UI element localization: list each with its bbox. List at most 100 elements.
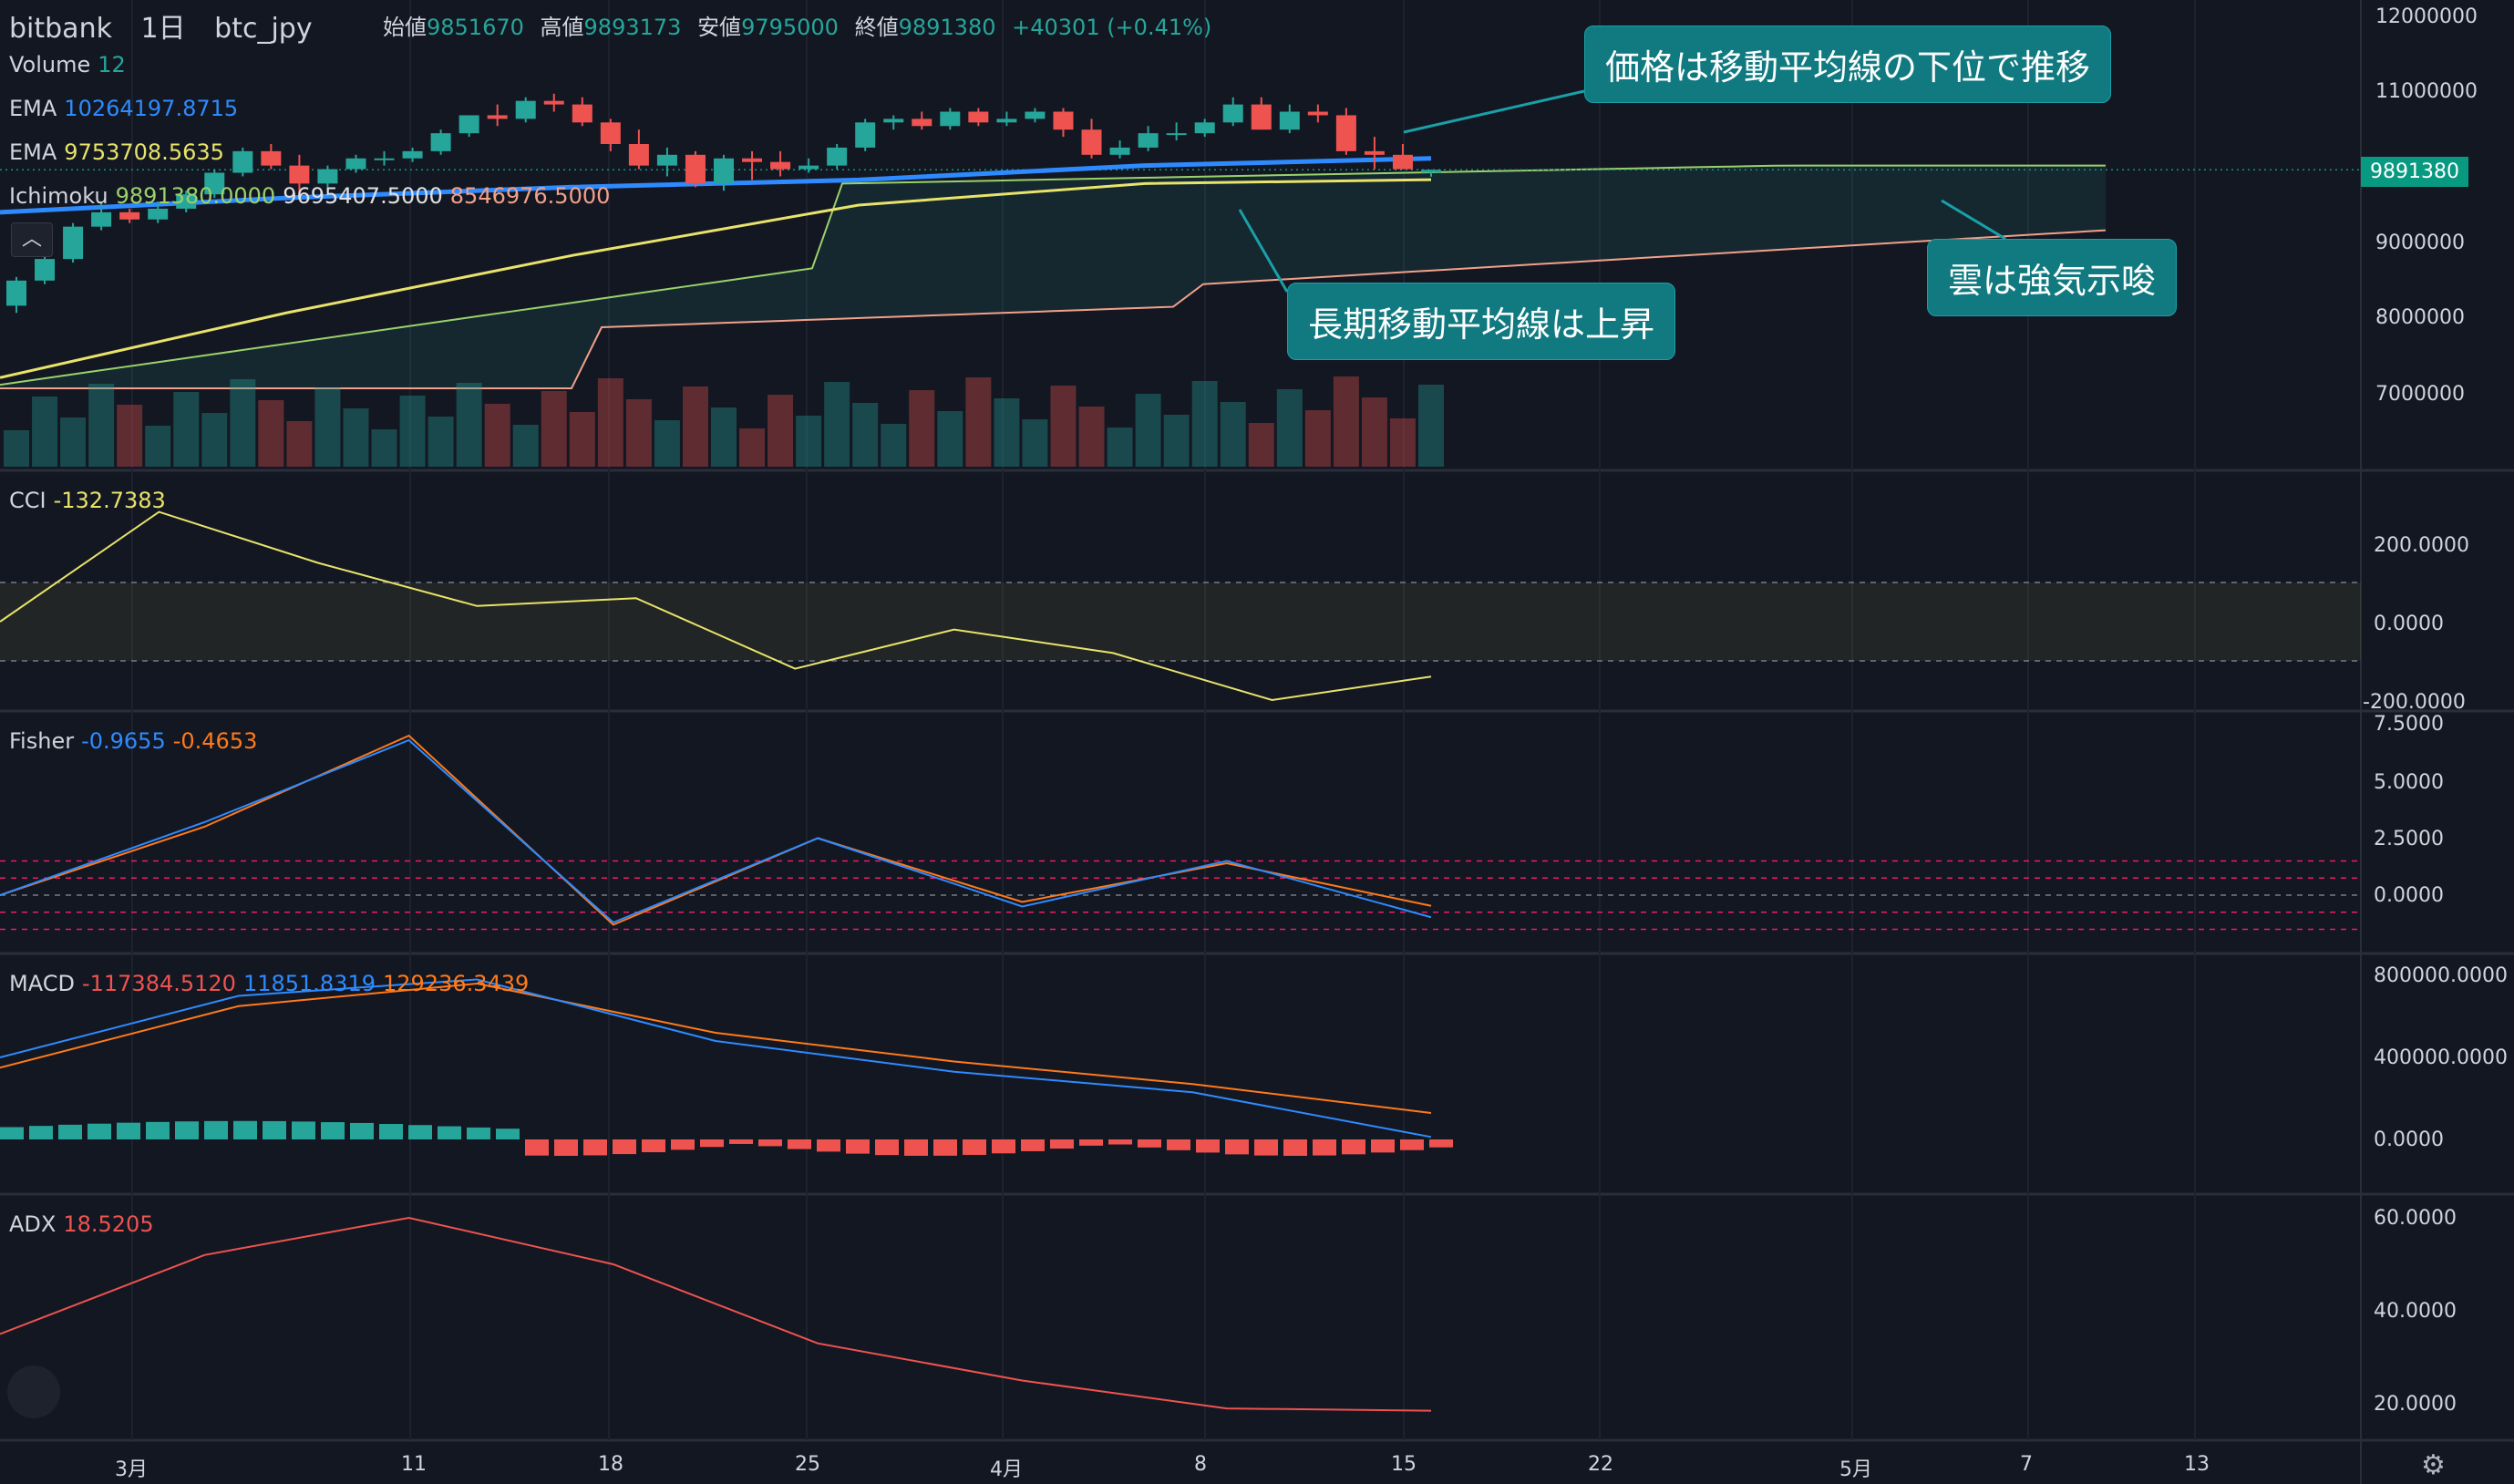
price-tick: 7000000 <box>2375 383 2465 406</box>
candle-body <box>912 119 932 127</box>
macd-histogram-bar <box>29 1126 53 1139</box>
candle-body <box>855 122 876 148</box>
volume-bar <box>994 398 1020 467</box>
candle-body <box>1335 115 1356 151</box>
time-tick: 18 <box>598 1453 623 1476</box>
annotation-below-ma[interactable]: 価格は移動平均線の下位で推移 <box>1584 26 2112 103</box>
candle-body <box>685 154 706 184</box>
annotation-pointer <box>1941 199 2006 241</box>
ema-fast-label: EMA <box>9 96 57 121</box>
candle-body <box>883 119 904 123</box>
volume-bar <box>1220 402 1246 467</box>
interval-label[interactable]: 1日 <box>140 13 186 45</box>
macd-histogram-bar <box>496 1128 520 1139</box>
adx-tick: 60.0000 <box>2374 1207 2457 1230</box>
ema-fast-legend[interactable]: EMA 10264197.8715 <box>9 95 245 122</box>
macd-histogram-bar <box>963 1139 986 1155</box>
candle-body <box>487 115 508 119</box>
macd-histogram-bar <box>379 1124 403 1139</box>
volume-bar <box>314 387 341 467</box>
macd-histogram-bar <box>350 1122 374 1139</box>
macd-histogram-bar <box>933 1139 957 1156</box>
volume-bar <box>682 386 708 467</box>
macd-histogram-bar <box>117 1122 140 1139</box>
adx-legend[interactable]: ADX 18.5205 <box>9 1211 161 1238</box>
candle-body <box>1166 133 1187 136</box>
macd-histogram-bar <box>1342 1139 1365 1155</box>
volume-bar <box>399 396 426 467</box>
collapse-legend-button[interactable]: ︿ <box>11 222 53 257</box>
low-label: 安値 <box>697 15 742 40</box>
fisher-line <box>0 738 1432 924</box>
symbol-name: btc_jpy <box>214 13 313 45</box>
candle-body <box>1307 111 1328 116</box>
volume-bar <box>456 383 482 467</box>
volume-bar <box>1163 415 1190 467</box>
macd-histogram-bar <box>1108 1139 1132 1145</box>
macd-legend[interactable]: MACD -117384.5120 11851.8319 129236.3439 <box>9 970 536 997</box>
volume-bar <box>739 428 766 467</box>
ichimoku-value-1: 9891380.0000 <box>115 183 276 209</box>
fisher-value-2: -0.4653 <box>172 728 258 754</box>
macd-histogram-bar <box>846 1139 870 1154</box>
chevron-up-icon: ︿ <box>21 228 42 251</box>
ichimoku-cloud <box>0 165 2106 389</box>
volume-bar <box>852 403 879 467</box>
fisher-legend[interactable]: Fisher -0.9655 -0.4653 <box>9 727 264 755</box>
ema-slow-legend[interactable]: EMA 9753708.5635 <box>9 139 232 166</box>
macd-histogram-bar <box>263 1120 286 1139</box>
macd-histogram-bar <box>1079 1139 1103 1146</box>
macd-histogram-bar <box>729 1139 753 1144</box>
ichimoku-legend[interactable]: Ichimoku 9891380.0000 9695407.5000 8546976.… <box>9 182 617 210</box>
macd-histogram-bar <box>817 1139 840 1152</box>
macd-histogram-bar <box>292 1121 315 1139</box>
time-tick: 13 <box>2184 1453 2210 1476</box>
volume-bar <box>4 430 29 467</box>
symbol-header[interactable]: bitbank 1日 btc_jpy <box>9 5 333 46</box>
adx-tick: 40.0000 <box>2374 1300 2457 1323</box>
volume-bar <box>654 420 680 467</box>
annotation-cloud-bullish[interactable]: 雲は強気示唆 <box>1927 239 2178 316</box>
volume-value: 12 <box>98 52 126 77</box>
fisher-tick: 5.0000 <box>2374 771 2444 794</box>
macd-histogram-bar <box>1283 1139 1307 1156</box>
fisher-tick: 7.5000 <box>2374 713 2444 736</box>
candle-body <box>799 165 819 170</box>
annotation-long-ma-rising[interactable]: 長期移動平均線は上昇 <box>1287 283 1676 360</box>
candle-body <box>1194 122 1215 134</box>
volume-bar <box>569 412 595 467</box>
volume-bar <box>937 411 963 467</box>
adx-line <box>0 1216 1432 1412</box>
volume-bar <box>1050 386 1077 467</box>
cci-label: CCI <box>9 488 46 513</box>
macd-histogram-bar <box>58 1124 82 1139</box>
volume-bar <box>343 408 369 467</box>
brand-logo-icon[interactable] <box>7 1365 60 1418</box>
ichimoku-span-a <box>0 164 2106 386</box>
open-label: 始値 <box>383 15 427 40</box>
volume-bar <box>541 391 567 467</box>
candle-body <box>515 100 536 119</box>
ichimoku-value-3: 8546976.5000 <box>449 183 611 209</box>
macd-line <box>0 978 1432 1139</box>
time-tick: 15 <box>1391 1453 1417 1476</box>
candle-body <box>1138 133 1159 148</box>
macd-histogram-bar <box>1400 1139 1424 1150</box>
candle-body <box>148 208 169 220</box>
candle-body <box>63 226 84 260</box>
volume-bar <box>824 382 850 467</box>
gear-icon[interactable]: ⚙ <box>2421 1449 2446 1481</box>
macd-histogram-bar <box>233 1120 257 1139</box>
macd-histogram-bar <box>467 1127 490 1139</box>
volume-bar <box>428 417 454 467</box>
volume-bar <box>909 390 935 467</box>
candle-body <box>6 280 26 306</box>
macd-histogram-bar <box>175 1121 199 1139</box>
macd-histogram-bar <box>525 1139 549 1156</box>
volume-legend[interactable]: Volume 12 <box>9 51 133 78</box>
cci-tick: 200.0000 <box>2374 534 2469 557</box>
annotation-pointer <box>1403 89 1585 134</box>
volume-bar <box>597 378 623 467</box>
cci-legend[interactable]: CCI -132.7383 <box>9 487 173 514</box>
